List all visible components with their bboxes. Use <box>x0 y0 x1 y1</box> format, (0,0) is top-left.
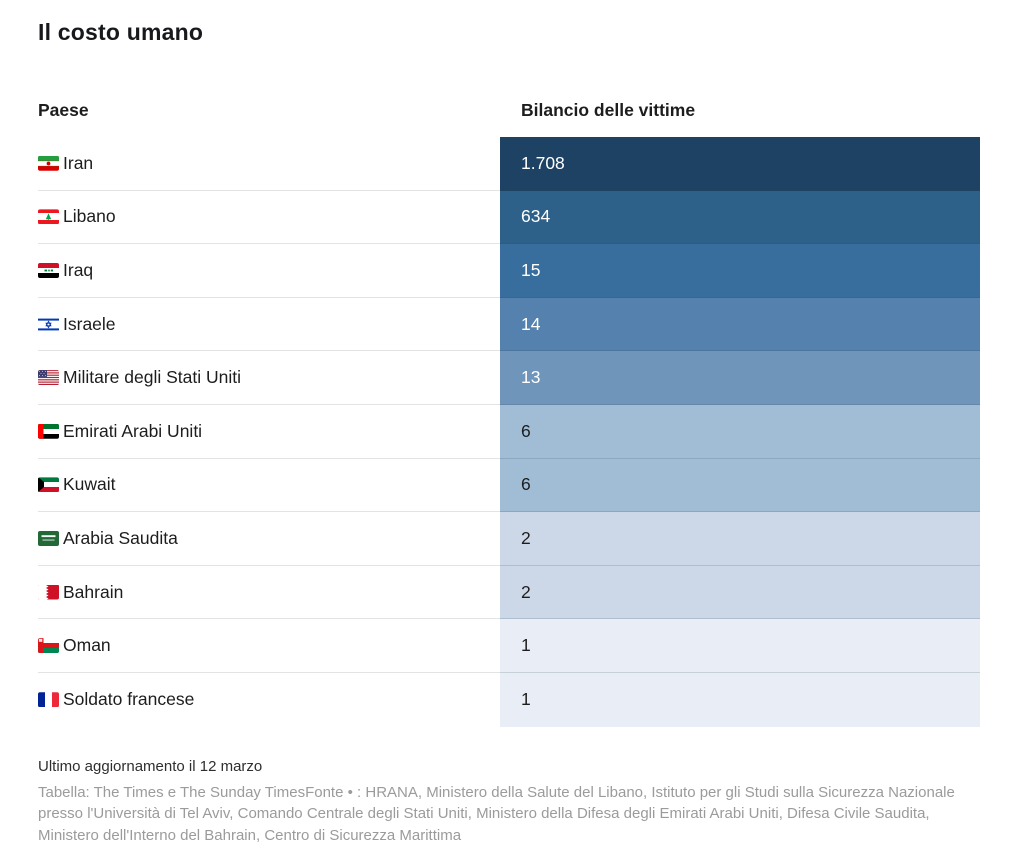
country-cell: Kuwait <box>38 459 500 513</box>
value-label: 1 <box>521 635 531 656</box>
table-row: Israele 14 <box>38 297 980 352</box>
lebanon-flag-icon <box>38 209 59 224</box>
last-updated-note: Ultimo aggiornamento il 12 marzo <box>38 757 263 775</box>
country-cell: Iran <box>38 137 500 191</box>
table-row: Kuwait 6 <box>38 458 980 513</box>
uae-flag-icon <box>38 424 59 439</box>
france-flag-icon <box>38 692 59 707</box>
table-row: Militare degli Stati Uniti 13 <box>38 351 980 405</box>
value-cell: 2 <box>500 565 980 620</box>
country-label: Libano <box>63 206 116 227</box>
value-label: 634 <box>521 206 551 227</box>
value-label: 2 <box>521 581 531 602</box>
column-header-country: Paese <box>38 100 89 120</box>
chart-title: Il costo umano <box>38 19 204 45</box>
country-cell: Israele <box>38 298 500 352</box>
value-label: 2 <box>521 527 531 548</box>
country-label: Oman <box>63 635 111 656</box>
table-row: Bahrain 2 <box>38 565 980 620</box>
israel-flag-icon <box>38 317 59 332</box>
table-row: Arabia Saudita 2 <box>38 512 980 566</box>
country-cell: Bahrain <box>38 566 500 620</box>
value-label: 1.708 <box>521 152 565 173</box>
saudi-flag-icon <box>38 531 59 546</box>
table-row: Emirati Arabi Uniti 6 <box>38 404 980 459</box>
table-header: Paese Bilancio delle vittime <box>38 100 980 121</box>
value-label: 15 <box>521 259 541 280</box>
table-row: Iraq 15 <box>38 244 980 298</box>
value-cell: 6 <box>500 458 980 513</box>
table-row: Iran 1.708 <box>38 137 980 191</box>
country-label: Iraq <box>63 259 94 280</box>
value-label: 13 <box>521 367 541 388</box>
value-label: 6 <box>521 420 531 441</box>
value-cell: 2 <box>500 512 980 566</box>
source-credit: Tabella: The Times e The Sunday TimesFon… <box>38 783 955 844</box>
value-cell: 1.708 <box>500 137 980 191</box>
value-cell: 6 <box>500 404 980 459</box>
country-cell: Emirati Arabi Uniti <box>38 405 500 459</box>
oman-flag-icon <box>38 638 59 653</box>
value-cell: 13 <box>500 351 980 405</box>
column-header-value: Bilancio delle vittime <box>521 100 696 120</box>
iraq-flag-icon <box>38 263 59 278</box>
table-body: Iran 1.708 Libano 634 Iraq 15 <box>38 137 980 727</box>
table-row: Soldato francese 1 <box>38 672 980 727</box>
value-cell: 15 <box>500 244 980 298</box>
table-row: Oman 1 <box>38 619 980 673</box>
value-cell: 634 <box>500 190 980 245</box>
iran-flag-icon <box>38 156 59 171</box>
country-cell: Oman <box>38 619 500 673</box>
country-label: Iran <box>63 152 94 173</box>
country-label: Israele <box>63 313 116 334</box>
country-label: Militare degli Stati Uniti <box>63 367 241 388</box>
value-cell: 14 <box>500 297 980 352</box>
value-cell: 1 <box>500 619 980 673</box>
country-label: Emirati Arabi Uniti <box>63 420 203 441</box>
country-cell: Soldato francese <box>38 673 500 727</box>
country-label: Arabia Saudita <box>63 527 178 548</box>
value-label: 1 <box>521 689 531 710</box>
country-label: Soldato francese <box>63 689 195 710</box>
country-label: Kuwait <box>63 474 116 495</box>
bahrain-flag-icon <box>38 585 59 600</box>
value-cell: 1 <box>500 672 980 727</box>
kuwait-flag-icon <box>38 477 59 492</box>
country-cell: Arabia Saudita <box>38 512 500 566</box>
country-cell: Militare degli Stati Uniti <box>38 351 500 405</box>
value-label: 6 <box>521 474 531 495</box>
country-cell: Iraq <box>38 244 500 298</box>
country-cell: Libano <box>38 191 500 245</box>
country-label: Bahrain <box>63 581 124 602</box>
usa-flag-icon <box>38 370 59 385</box>
table-row: Libano 634 <box>38 190 980 245</box>
value-label: 14 <box>521 313 541 334</box>
